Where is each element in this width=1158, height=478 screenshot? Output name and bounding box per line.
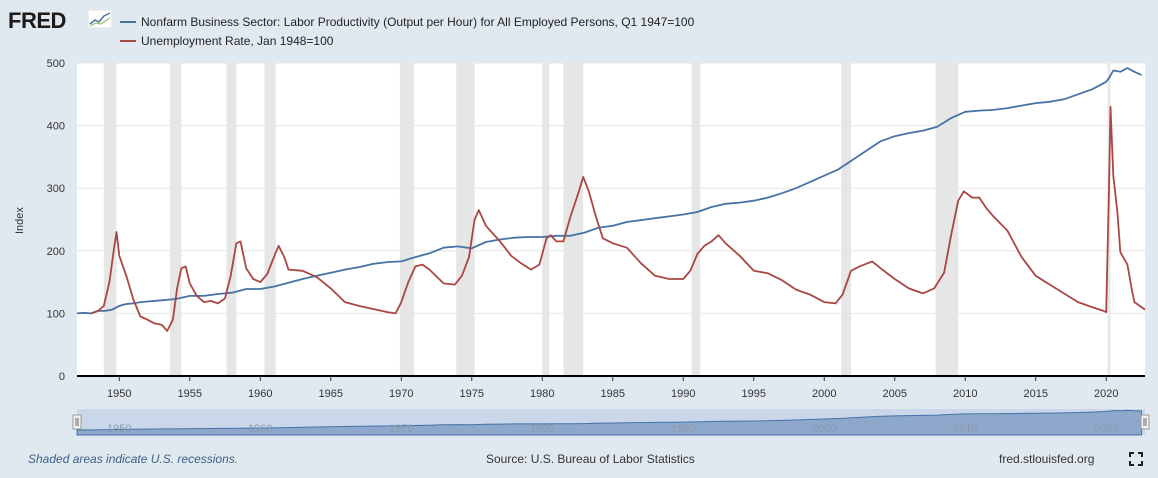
chart-legend: Nonfarm Business Sector: Labor Productiv… xyxy=(120,12,694,50)
navigator-tick-label-1970: 1970 xyxy=(389,423,413,435)
plot-area xyxy=(77,63,1145,376)
navigator-handle-left[interactable] xyxy=(72,414,82,430)
navigator-selection[interactable] xyxy=(77,409,1145,435)
navigator-series xyxy=(76,409,1143,436)
x-tick-label-1990: 1990 xyxy=(671,388,695,400)
y-tick-label-0: 0 xyxy=(59,371,65,383)
x-tick-label-1960: 1960 xyxy=(248,388,272,400)
recession-band-2 xyxy=(226,63,237,376)
y-tick-label-300: 300 xyxy=(47,183,65,195)
x-tick-label-2015: 2015 xyxy=(1023,388,1047,400)
x-tick-label-1950: 1950 xyxy=(107,388,131,400)
y-tick-label-200: 200 xyxy=(47,246,65,258)
navigator-tick-label-1990: 1990 xyxy=(671,423,695,435)
fred-graph-logo-icon xyxy=(88,10,112,28)
legend-label-unemployment: Unemployment Rate, Jan 1948=100 xyxy=(141,33,334,48)
fred-logo[interactable]: FRED xyxy=(8,8,66,33)
x-tick-label-2010: 2010 xyxy=(953,388,977,400)
x-tick-label-1995: 1995 xyxy=(742,388,766,400)
navigator-handle-right[interactable] xyxy=(1140,414,1150,430)
recession-band-0 xyxy=(103,63,117,376)
legend-swatch-unemployment xyxy=(120,39,136,42)
navigator-tick-label-1950: 1950 xyxy=(107,423,131,435)
recession-band-7 xyxy=(563,63,584,376)
recession-band-8 xyxy=(691,63,701,376)
fullscreen-icon[interactable] xyxy=(1129,452,1143,466)
legend-label-productivity: Nonfarm Business Sector: Labor Productiv… xyxy=(141,14,695,29)
navigator-tick-label-2000: 2000 xyxy=(812,423,836,435)
series-line-0[interactable] xyxy=(76,67,1142,315)
x-tick-label-1955: 1955 xyxy=(178,388,202,400)
legend-swatch-productivity xyxy=(120,20,136,23)
navigator-tick-label-2010: 2010 xyxy=(953,423,977,435)
recession-band-6 xyxy=(542,63,550,376)
navigator-tick-label-2020: 2020 xyxy=(1094,423,1118,435)
y-tick-label-400: 400 xyxy=(47,121,65,133)
recession-band-10 xyxy=(935,63,959,376)
y-tick-label-500: 500 xyxy=(47,58,65,70)
x-tick-label-1985: 1985 xyxy=(601,388,625,400)
x-tick-label-1965: 1965 xyxy=(319,388,343,400)
fred-url-link[interactable]: fred.stlouisfed.org xyxy=(999,452,1095,466)
legend-item-unemployment[interactable]: Unemployment Rate, Jan 1948=100 xyxy=(120,31,694,50)
source-note: Source: U.S. Bureau of Labor Statistics xyxy=(486,452,695,466)
x-tick-label-1970: 1970 xyxy=(389,388,413,400)
x-tick-label-2005: 2005 xyxy=(883,388,907,400)
x-tick-label-1980: 1980 xyxy=(530,388,554,400)
y-tick-label-100: 100 xyxy=(47,308,65,320)
recession-band-9 xyxy=(841,63,852,376)
navigator-tick-label-1980: 1980 xyxy=(530,423,554,435)
legend-item-productivity[interactable]: Nonfarm Business Sector: Labor Productiv… xyxy=(120,12,694,31)
recession-band-5 xyxy=(456,63,475,376)
recession-band-1 xyxy=(170,63,182,376)
navigator-tick-label-1960: 1960 xyxy=(248,423,272,435)
x-tick-label-1975: 1975 xyxy=(460,388,484,400)
x-tick-label-2000: 2000 xyxy=(812,388,836,400)
recession-note: Shaded areas indicate U.S. recessions. xyxy=(28,452,239,466)
recession-band-3 xyxy=(264,63,276,376)
series-line-1[interactable] xyxy=(90,105,1146,332)
recession-band-4 xyxy=(399,63,414,376)
x-tick-label-2020: 2020 xyxy=(1094,388,1118,400)
